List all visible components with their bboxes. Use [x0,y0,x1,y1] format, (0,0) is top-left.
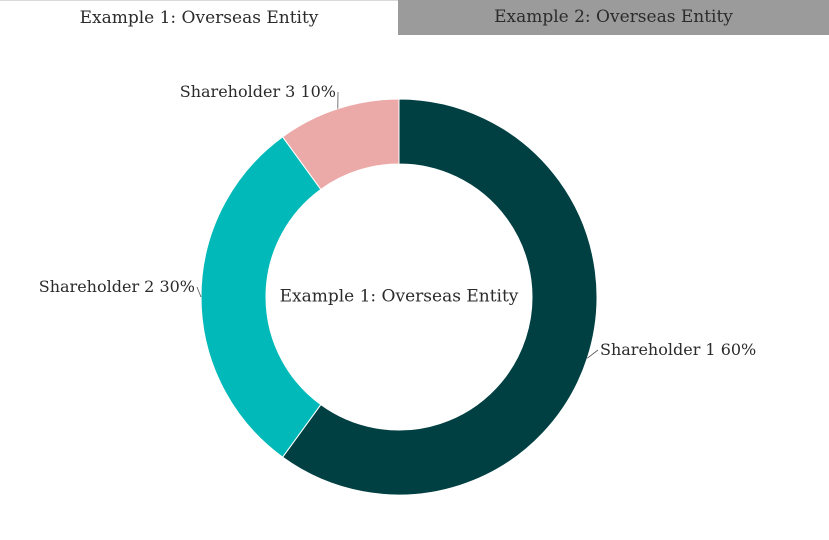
donut-slice-2[interactable] [200,136,322,458]
tab-bar: Example 1: Overseas Entity Example 2: Ov… [0,0,829,35]
slice-label-1: Shareholder 1 60% [600,340,756,359]
slice-label-3: Shareholder 3 10% [180,82,336,101]
donut-slice-1[interactable] [281,98,598,496]
leader-line-2 [196,286,202,298]
donut-chart: Shareholder 1 60% Shareholder 2 30% Shareh… [0,35,829,540]
donut-chart-svg: Shareholder 1 60% Shareholder 2 30% Shareh… [39,82,757,496]
label-leader-lines [196,91,599,359]
slice-labels: Shareholder 1 60% Shareholder 2 30% Shareh… [39,82,757,359]
tab-example-2[interactable]: Example 2: Overseas Entity [398,0,829,35]
slice-label-2: Shareholder 2 30% [39,277,195,296]
leader-line-1 [587,349,599,359]
donut-center-label: Example 1: Overseas Entity [280,287,519,307]
donut-slices [200,98,598,496]
tab-example-1[interactable]: Example 1: Overseas Entity [0,0,398,35]
donut-slice-3[interactable] [281,98,400,191]
